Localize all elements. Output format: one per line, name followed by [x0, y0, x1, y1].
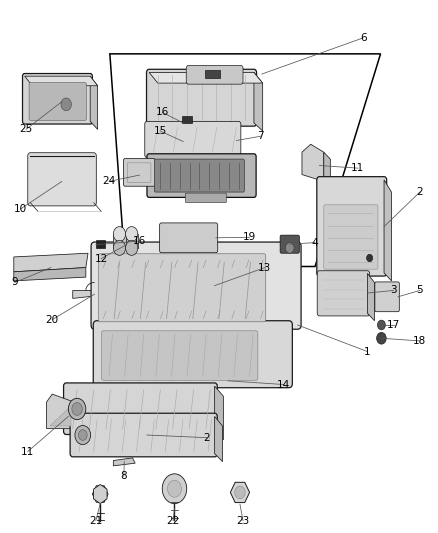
Text: 25: 25 [19, 124, 33, 134]
Polygon shape [254, 72, 263, 131]
Text: 2: 2 [204, 433, 210, 443]
Text: 16: 16 [155, 107, 169, 117]
FancyBboxPatch shape [28, 153, 96, 206]
FancyBboxPatch shape [145, 122, 241, 158]
FancyBboxPatch shape [159, 223, 218, 253]
FancyBboxPatch shape [70, 413, 217, 457]
Polygon shape [302, 144, 324, 181]
Circle shape [378, 320, 385, 330]
FancyBboxPatch shape [147, 69, 257, 126]
FancyBboxPatch shape [186, 66, 243, 84]
Circle shape [235, 486, 245, 499]
FancyBboxPatch shape [93, 321, 292, 387]
Circle shape [75, 425, 91, 445]
FancyBboxPatch shape [317, 176, 387, 276]
FancyBboxPatch shape [324, 205, 378, 269]
Polygon shape [49, 406, 71, 426]
Polygon shape [230, 482, 250, 503]
Text: 14: 14 [277, 379, 290, 390]
Circle shape [126, 240, 138, 255]
Circle shape [126, 227, 138, 241]
FancyBboxPatch shape [91, 242, 301, 329]
Circle shape [167, 480, 181, 497]
Polygon shape [324, 152, 330, 188]
Text: 16: 16 [133, 236, 146, 246]
Polygon shape [367, 273, 374, 321]
Polygon shape [14, 268, 86, 281]
Bar [96, 240, 105, 248]
Polygon shape [14, 253, 88, 272]
Text: 8: 8 [120, 472, 127, 481]
Text: 11: 11 [351, 163, 364, 173]
Text: 18: 18 [413, 336, 427, 346]
Polygon shape [149, 72, 263, 83]
Polygon shape [74, 402, 81, 437]
Circle shape [113, 227, 126, 241]
Polygon shape [92, 486, 108, 502]
Circle shape [78, 430, 87, 440]
FancyBboxPatch shape [317, 271, 370, 316]
Circle shape [377, 333, 386, 344]
Text: 4: 4 [312, 238, 318, 247]
Polygon shape [93, 484, 107, 504]
Circle shape [367, 254, 373, 262]
Text: 10: 10 [14, 204, 27, 214]
FancyBboxPatch shape [64, 383, 217, 434]
Text: 5: 5 [417, 286, 423, 295]
FancyBboxPatch shape [375, 282, 399, 312]
Polygon shape [73, 284, 117, 298]
FancyBboxPatch shape [99, 254, 266, 322]
FancyBboxPatch shape [147, 154, 256, 197]
Circle shape [72, 402, 82, 415]
FancyBboxPatch shape [280, 235, 299, 253]
Bar [126, 234, 138, 248]
Text: 15: 15 [153, 126, 167, 136]
Text: 21: 21 [89, 515, 102, 526]
Circle shape [68, 398, 86, 419]
Text: 9: 9 [11, 278, 18, 287]
Text: 20: 20 [46, 314, 59, 325]
Polygon shape [90, 76, 98, 130]
FancyBboxPatch shape [124, 159, 155, 186]
Text: 13: 13 [258, 263, 272, 272]
Bar [205, 70, 220, 78]
Text: 3: 3 [390, 286, 397, 295]
Text: 22: 22 [166, 515, 180, 526]
Text: 7: 7 [257, 131, 264, 141]
Text: 11: 11 [21, 447, 35, 456]
Polygon shape [215, 386, 223, 440]
Polygon shape [215, 416, 223, 462]
FancyBboxPatch shape [102, 331, 258, 380]
FancyBboxPatch shape [185, 193, 226, 203]
FancyBboxPatch shape [22, 74, 92, 124]
FancyBboxPatch shape [154, 159, 244, 192]
Circle shape [61, 98, 71, 111]
Polygon shape [113, 458, 135, 466]
Bar [113, 234, 126, 248]
Text: 23: 23 [237, 515, 250, 526]
Polygon shape [46, 394, 74, 429]
Circle shape [162, 474, 187, 504]
Polygon shape [25, 76, 98, 86]
Bar [182, 116, 192, 124]
Text: 1: 1 [364, 346, 371, 357]
Text: 12: 12 [95, 254, 108, 263]
Text: 24: 24 [102, 176, 116, 187]
FancyBboxPatch shape [29, 83, 86, 120]
Circle shape [113, 240, 126, 255]
Circle shape [286, 243, 294, 253]
Polygon shape [384, 180, 392, 281]
Text: 17: 17 [387, 320, 400, 330]
Text: 6: 6 [360, 33, 367, 43]
Text: 2: 2 [417, 187, 423, 197]
Text: 19: 19 [243, 232, 256, 243]
